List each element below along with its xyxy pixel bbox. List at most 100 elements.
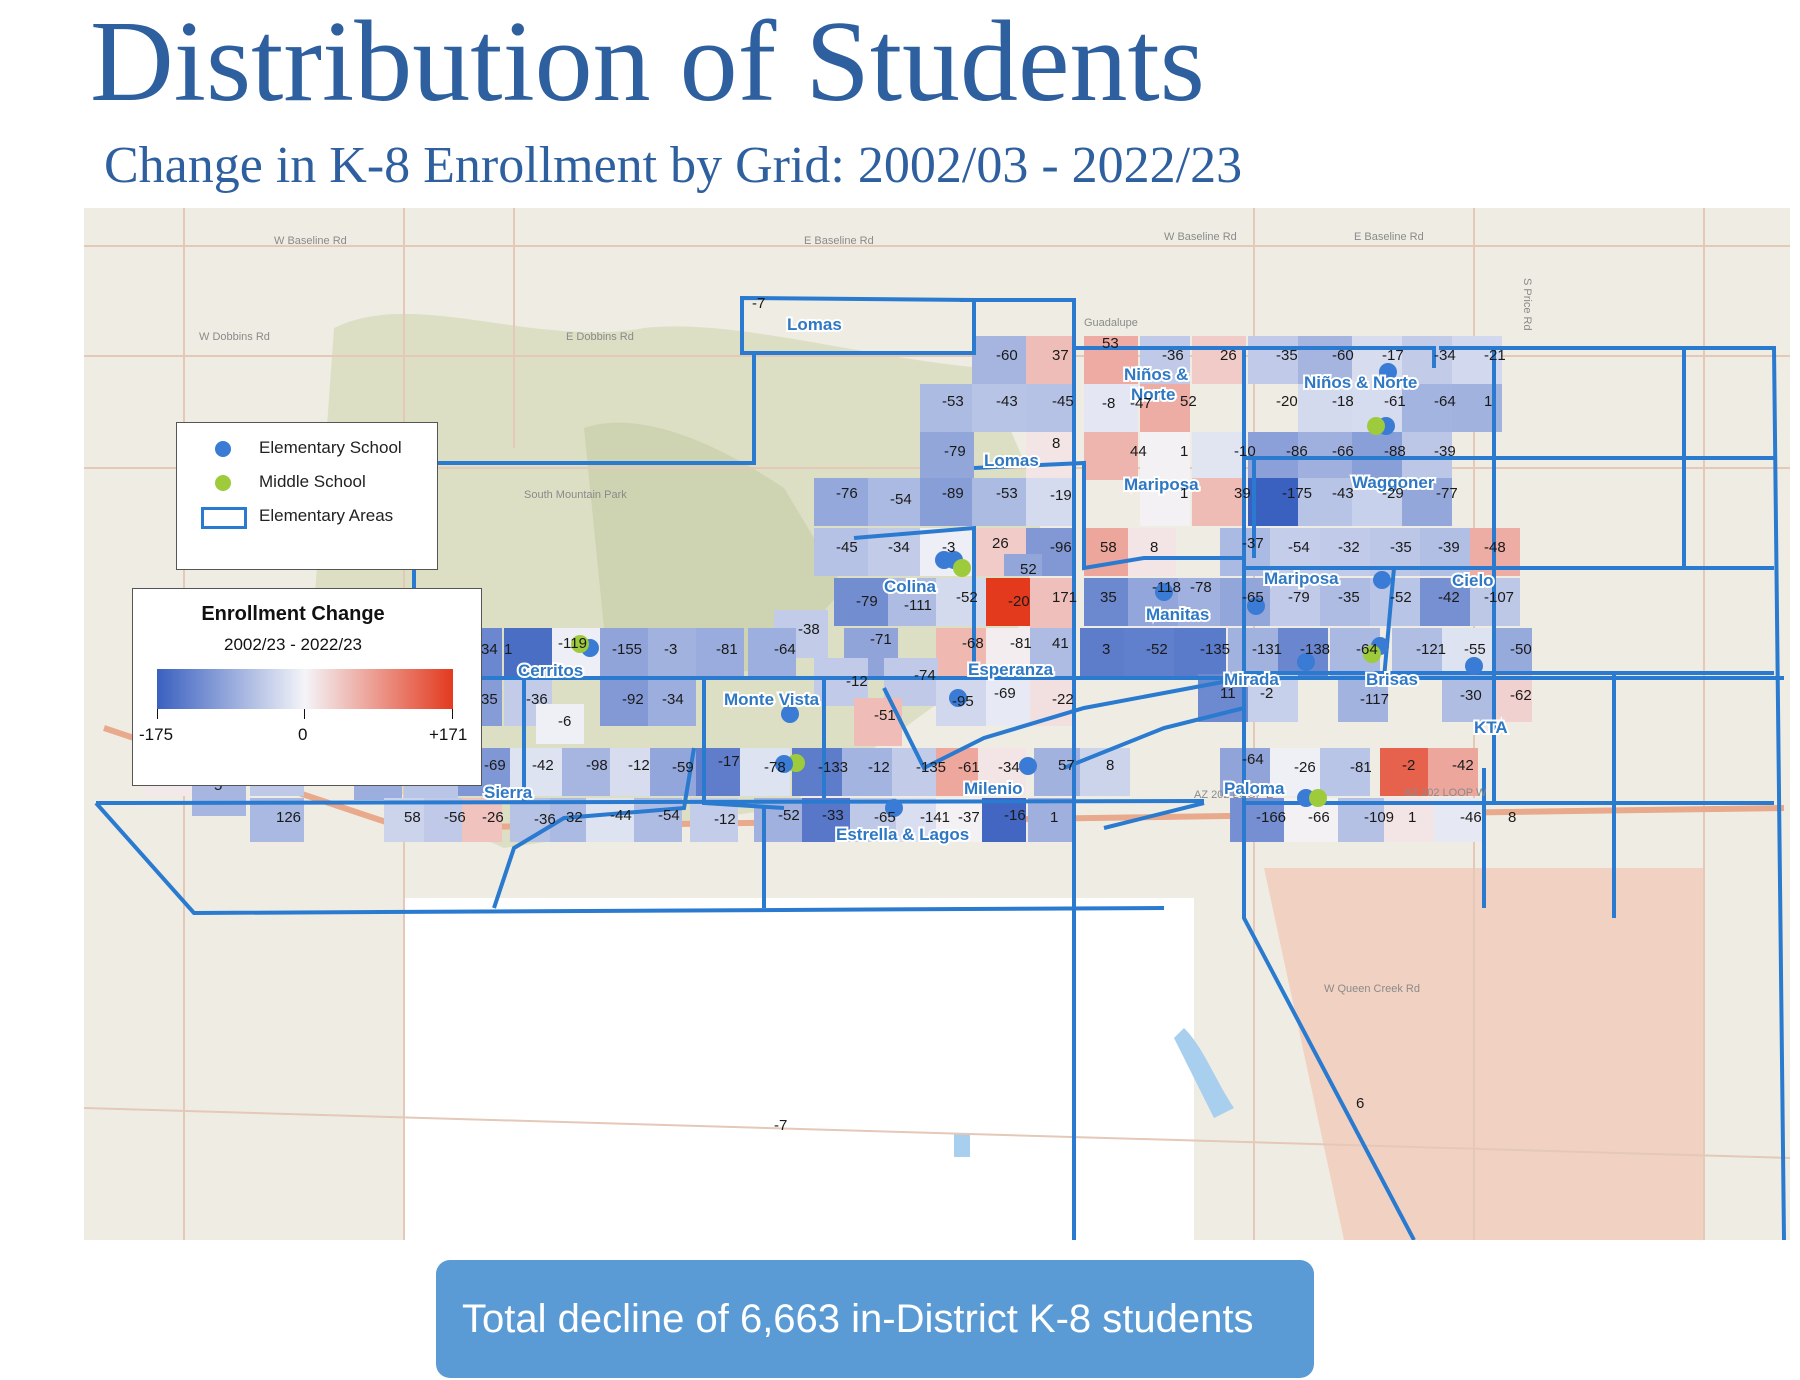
grid-value: -175 (1282, 485, 1312, 502)
elementary-school-marker[interactable] (1297, 653, 1315, 671)
elementary-school-marker[interactable] (935, 551, 953, 569)
grid-cell (600, 678, 648, 726)
road-label: E Baseline Rd (804, 235, 874, 247)
grid-value: 37 (1052, 347, 1069, 364)
grid-value: -19 (1050, 487, 1072, 504)
middle-school-marker[interactable] (1363, 645, 1381, 663)
grid-value: -88 (1384, 443, 1406, 460)
grid-value: -117 (1360, 691, 1389, 708)
middle-school-marker[interactable] (1367, 417, 1385, 435)
grid-value: -48 (1484, 539, 1506, 556)
area-label-paloma: Paloma (1224, 779, 1285, 798)
grid-value: -59 (672, 759, 694, 776)
grid-value: -12 (868, 759, 890, 776)
grid-value: 1 (504, 641, 512, 658)
grid-value: -36 (534, 811, 556, 828)
grid-value: -52 (956, 589, 978, 606)
area-label-mariposa-north: Mariposa (1124, 475, 1199, 494)
grid-value: -81 (1010, 635, 1032, 652)
grid-cell (986, 628, 1036, 676)
grid-value: -20 (1008, 593, 1030, 610)
area-label-cerritos: Cerritos (518, 661, 583, 680)
grid-cell (1026, 336, 1076, 384)
area-label-lomas-north: Lomas (787, 315, 842, 334)
grid-cell (1178, 578, 1222, 626)
elementary-school-marker[interactable] (775, 755, 793, 773)
grid-cell (648, 678, 696, 726)
grid-cell (1392, 628, 1442, 676)
grid-cell (424, 798, 464, 842)
grid-value: 53 (1102, 335, 1119, 352)
grid-value: -81 (716, 641, 738, 658)
elementary-school-marker[interactable] (1019, 757, 1037, 775)
elementary-school-marker[interactable] (1247, 597, 1265, 615)
road-label: E Baseline Rd (1354, 231, 1424, 243)
elementary-school-marker[interactable] (1379, 363, 1397, 381)
grid-cell (1384, 798, 1434, 842)
road-label: E Dobbins Rd (566, 331, 634, 343)
middle-school-marker[interactable] (571, 635, 589, 653)
grid-cell (1140, 336, 1190, 384)
grid-cell (1084, 432, 1138, 480)
area-label-milenio: Milenio (964, 779, 1023, 798)
grid-cell (1320, 578, 1370, 626)
elementary-school-marker[interactable] (885, 799, 903, 817)
elementary-school-marker[interactable] (781, 705, 799, 723)
road-label: AZ 202 LOOP W (1404, 787, 1487, 799)
grid-value: -79 (944, 443, 966, 460)
grid-cell (1380, 748, 1428, 796)
district-map[interactable]: W Baseline Rd E Baseline Rd W Baseline R… (84, 208, 1790, 1240)
grid-value: -74 (914, 667, 936, 684)
grid-value: -10 (1234, 443, 1256, 460)
area-label-sierra: Sierra (484, 783, 533, 802)
elementary-area-boundaries (94, 295, 1786, 1240)
elementary-school-marker[interactable] (1155, 583, 1173, 601)
area-label-kta: KTA (1474, 718, 1508, 737)
elementary-school-marker[interactable] (1373, 571, 1391, 589)
grid-value: 171 (1052, 589, 1077, 606)
grid-cell (1192, 432, 1246, 480)
elementary-school-marker[interactable] (1465, 657, 1483, 675)
grid-cell (1228, 628, 1278, 676)
grid-cell (1352, 478, 1402, 526)
grid-cell (1192, 478, 1246, 526)
grid-cell (920, 384, 974, 432)
grid-cell (1402, 478, 1452, 526)
grid-cell (748, 628, 796, 676)
grid-value: -135 (916, 759, 946, 776)
grid-value: 1 (1408, 809, 1416, 826)
middle-school-marker[interactable] (1309, 789, 1327, 807)
grid-value: -43 (1332, 485, 1354, 502)
grid-cell (648, 628, 696, 676)
grid-cell (1026, 478, 1076, 526)
grid-value: 26 (992, 535, 1009, 552)
area-labels: Lomas Lomas Niños & Norte Niños & Norte … (482, 313, 1510, 846)
grid-value: 52 (1180, 393, 1197, 410)
grid-value: -26 (1294, 759, 1316, 776)
grid-cell (504, 628, 552, 676)
grid-value: -135 (1200, 641, 1230, 658)
grid-value: -95 (952, 693, 974, 710)
grid-value: -133 (818, 759, 848, 776)
middle-school-marker[interactable] (953, 559, 971, 577)
area-label-mirada: Mirada (1224, 670, 1279, 689)
elementary-school-marker[interactable] (949, 689, 967, 707)
grid-cell (978, 748, 1026, 796)
grid-cell (986, 578, 1036, 626)
grid-value: -32 (1338, 539, 1360, 556)
grid-cell (1402, 384, 1452, 432)
middle-school-icon (215, 475, 231, 491)
grid-value: -64 (1434, 393, 1456, 410)
grid-value: 57 (1058, 757, 1075, 774)
grid-value: -77 (1436, 485, 1458, 502)
grid-value: -66 (1308, 809, 1330, 826)
grid-value: -46 (1460, 809, 1482, 826)
grid-value: 58 (404, 809, 421, 826)
grid-value: -47 (1130, 395, 1152, 412)
grid-cell (696, 628, 744, 676)
grid-value: -166 (1256, 809, 1286, 826)
grid-value: -8 (1102, 395, 1115, 412)
grid-value: -98 (586, 757, 608, 774)
grid-cell (982, 798, 1026, 842)
area-label-ninos: Niños & (1124, 365, 1188, 384)
